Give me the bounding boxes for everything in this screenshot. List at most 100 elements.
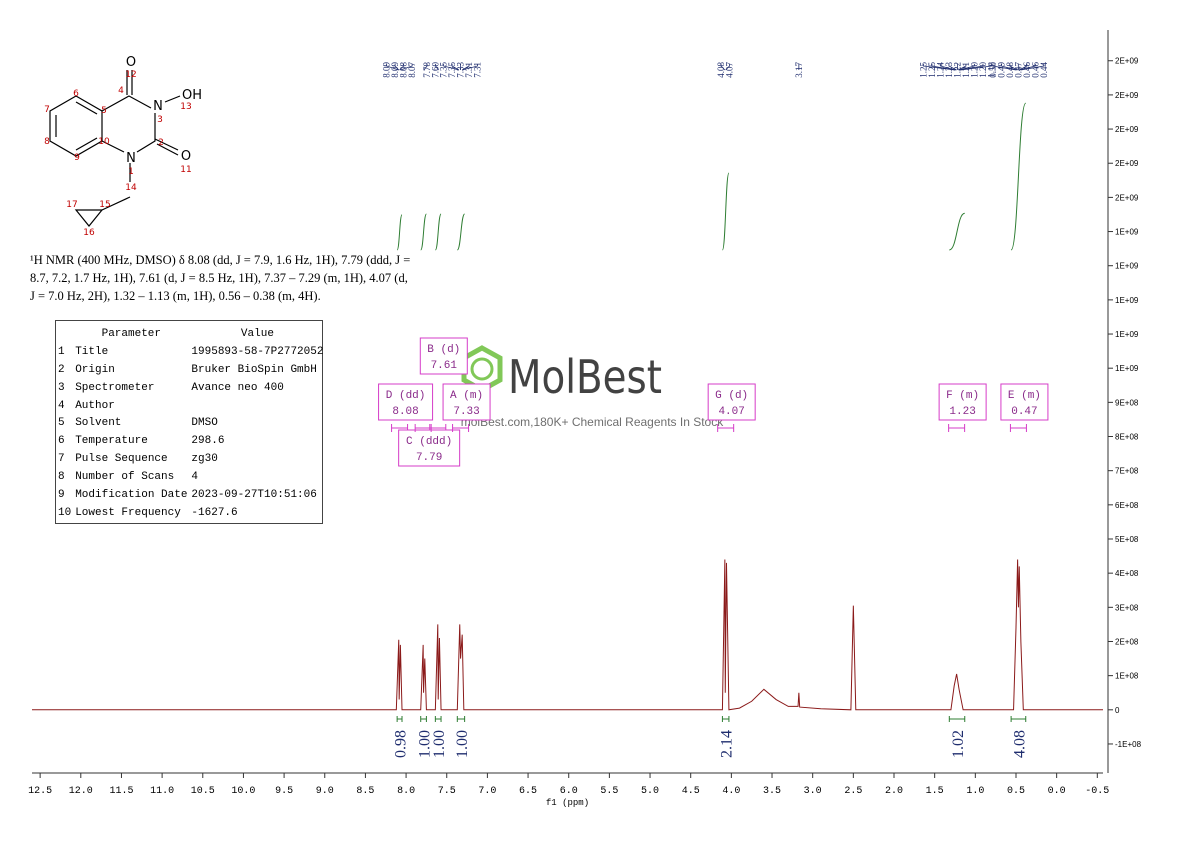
x-tick-label: -0.5 [1085,786,1109,797]
cell: 1 [58,345,65,358]
integral-bracket [721,716,730,722]
header-cell: Value [240,327,274,340]
atom-number: 17 [66,200,77,210]
multiplet-shift: 7.61 [431,360,458,372]
cell: Spectrometer [75,381,155,394]
table-row: 8 Number of Scans 4 [56,468,325,486]
bond [101,196,131,211]
description: ¹H NMR (400 MHz, DMSO) δ 8.08 (dd, J = 7… [30,253,411,303]
integral-bracket [396,716,403,722]
integral-bracket [948,716,966,722]
peak-leader [394,64,400,71]
atom-number: 7 [44,105,50,115]
peak-leader [958,64,975,71]
table-row: 2 Origin Bruker BioSpin GmbH [56,361,325,379]
atom-number: 1 [128,167,134,177]
x-tick-label: 12.0 [69,786,93,797]
peak-leader [400,64,413,71]
peak-label: 4.07 [725,62,735,78]
cell: 4 [191,471,199,484]
peak-leader [461,64,470,71]
x-tick-label: 2.0 [885,786,903,797]
x-tick-label: 0.0 [1048,786,1066,797]
cell [56,325,73,343]
cell: 9 [58,488,65,501]
peak-leader [1019,64,1036,71]
peak-label: 8.08 [399,62,409,78]
cell: Title [75,345,109,358]
x-tick-label: 5.0 [641,786,659,797]
integral-curve [949,212,965,251]
table: Parameter Value 1 Title 1995893-58-7P2772052… [56,325,325,522]
multiplet-bracket [414,424,432,432]
peak-leader [992,64,1017,71]
multiplet-box [707,383,756,421]
x-tick-label: 11.5 [109,786,133,797]
peak-label: 1.18 [986,62,996,78]
integral-label: 1.00 [431,730,448,758]
cell: 6 [58,435,65,448]
peak-label: 0.48 [1005,62,1015,78]
cell: zg30 [191,453,218,466]
peak-leader [451,64,460,71]
atom-number: 11 [180,165,191,175]
peak-leader [720,64,726,71]
integral-bracket [1010,716,1027,722]
atom-number: 6 [73,89,79,99]
bond [75,137,98,151]
y-tick-label: 1E+09 [1115,296,1139,305]
table-row: 9 Modification Date 2023-09-27T10:51:06 [56,486,325,504]
peak-leader [958,64,984,71]
atom-number: 9 [74,153,80,163]
peak-leader [1019,64,1028,71]
cell: Solvent [75,417,122,430]
y-tick-label: 7E+08 [1115,467,1139,476]
multiplet-box [442,383,491,421]
multiplet-bracket [948,424,966,432]
table-header: Parameter Value [56,325,325,343]
x-tick-label: 9.0 [316,786,334,797]
multiplet-shift: 0.47 [1011,406,1037,418]
integral-curve [420,213,427,251]
cell: Author [75,399,115,412]
atom-number: 5 [101,106,107,116]
atom-number: 4 [118,86,124,96]
atom-number: 12 [125,70,136,80]
table-row: 1 Title 1995893-58-7P2772052 [56,343,325,361]
peak-label: 7.60 [431,62,441,78]
peak-label: 1.24 [935,62,945,78]
multiplet-shift: 4.07 [718,406,744,418]
spectrum-line [32,559,1103,711]
peak-leader [386,64,399,71]
multiplet-shift: 8.08 [392,406,418,418]
integral-curve [456,213,466,251]
x-tick-label: 11.0 [150,786,174,797]
atom-number: 15 [99,200,110,210]
multiplet-name: E (m) [1008,390,1041,402]
multiplet-name: B (d) [427,344,460,356]
table-row: 3 Spectrometer Avance neo 400 [56,379,325,397]
peak-leader [443,64,460,71]
y-tick-label: 1E+09 [1115,228,1139,237]
integral-label: 2.14 [719,730,736,758]
tagline: molBest.com,180K+ Chemical Reagents In S… [461,415,724,429]
peak-leader [1020,64,1045,71]
peak-label: 1.25 [918,62,928,78]
peak-leader [423,64,428,71]
peak-label: 7.35 [439,62,449,78]
y-tick-label: 2E+09 [1115,57,1139,66]
atom: N [126,151,136,166]
atom: O [181,149,191,164]
x-tick-label: 3.0 [804,786,822,797]
y-tick-label: 4E+08 [1115,569,1139,578]
y-tick-label: 1E+08 [1115,672,1139,681]
cell: 5 [58,417,65,430]
multiplet-bracket [1009,424,1027,432]
integral-label: 1.02 [950,730,967,758]
bond [75,101,98,115]
peak-label: 7.35 [447,62,457,78]
peak-leader [940,64,956,71]
logo-icon [470,357,494,381]
peak-label: 0.49 [996,62,1006,78]
